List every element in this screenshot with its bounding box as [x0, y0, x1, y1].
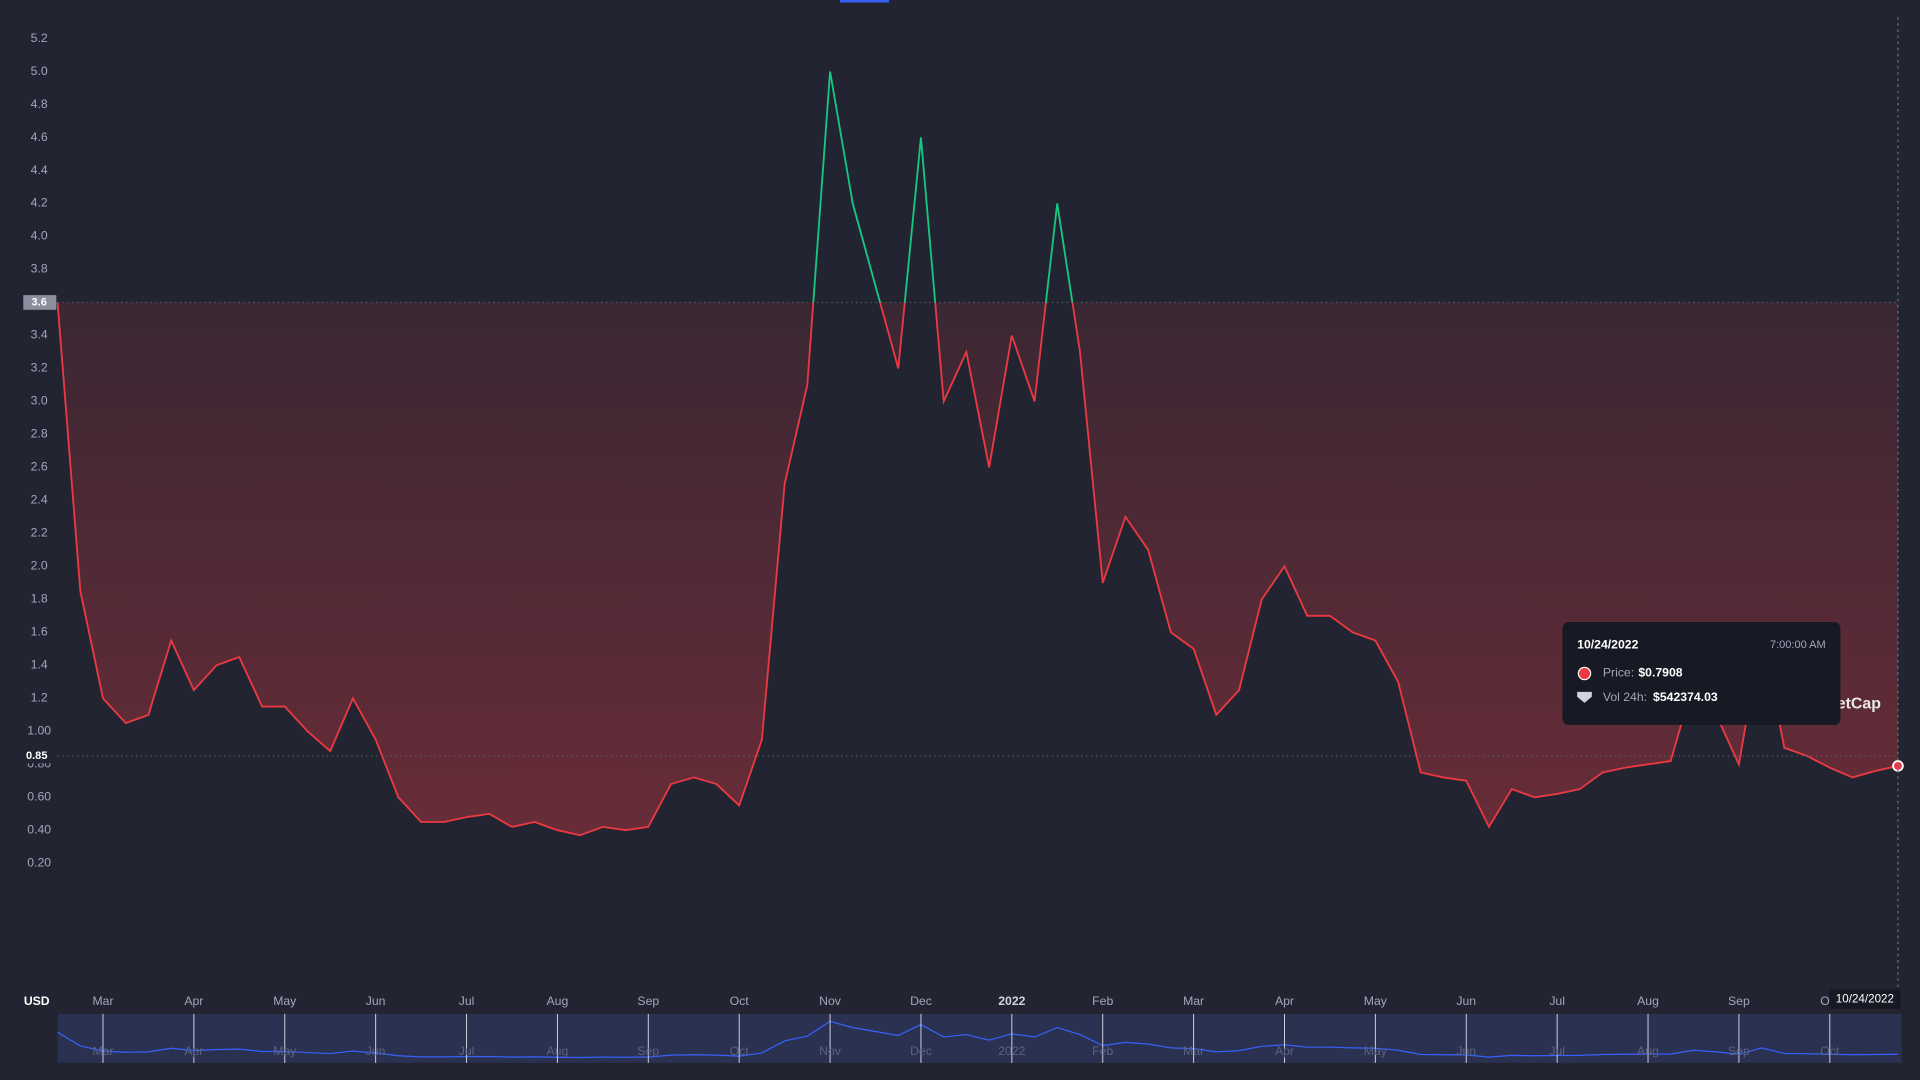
x-tick-label: Jun	[1456, 994, 1476, 1008]
tooltip: 10/24/2022 7:00:00 AM Price: $0.7908 Vol…	[1562, 622, 1841, 725]
navigator-label: May	[273, 1044, 297, 1058]
y-tick-label: 4.0	[31, 229, 48, 243]
crosshair-date: 10/24/2022	[1836, 992, 1894, 1005]
tooltip-time: 7:00:00 AM	[1770, 639, 1826, 651]
y-tick-label: 0.60	[27, 790, 51, 804]
x-tick-label: Aug	[1637, 994, 1659, 1008]
x-tick-label: Mar	[1183, 994, 1204, 1008]
navigator-label: Jul	[459, 1044, 475, 1058]
navigator-label: Aug	[1637, 1044, 1659, 1058]
navigator-label: Jun	[366, 1044, 386, 1058]
currency-label: USD	[24, 994, 50, 1008]
y-tick-label: 4.2	[31, 196, 48, 210]
tooltip-volume: $542374.03	[1653, 690, 1718, 704]
tooltip-date: 10/24/2022	[1577, 638, 1638, 652]
navigator-label: Apr	[184, 1044, 203, 1058]
navigator-label: May	[1364, 1044, 1388, 1058]
volume-icon	[1577, 691, 1592, 703]
y-tick-label: 2.6	[31, 460, 48, 474]
navigator-label: Nov	[819, 1044, 842, 1058]
x-tick-label: Apr	[184, 994, 203, 1008]
tooltip-volume-label: Vol 24h:	[1603, 690, 1647, 704]
area	[57, 302, 1898, 836]
y-tick-label: 2.2	[31, 526, 48, 540]
current-price-label: 0.85	[26, 750, 47, 762]
baseline-label: 3.6	[32, 296, 47, 308]
baseline-badge	[23, 295, 57, 310]
navigator-label: Sep	[637, 1044, 659, 1058]
tab-indicator	[840, 0, 889, 3]
x-tick-label: Apr	[1275, 994, 1294, 1008]
y-tick-label: 0.20	[27, 855, 51, 869]
navigator-label: Oct	[1820, 1044, 1840, 1058]
y-tick-label: 2.0	[31, 559, 48, 573]
navigator-label: Mar	[92, 1044, 113, 1058]
x-tick-label: Aug	[547, 994, 569, 1008]
navigator-label: Aug	[547, 1044, 569, 1058]
y-tick-label: 3.0	[31, 394, 48, 408]
navigator-label: Feb	[1092, 1044, 1113, 1058]
y-tick-label: 4.4	[31, 163, 48, 177]
y-tick-label: 1.8	[31, 592, 48, 606]
tooltip-price-label: Price:	[1603, 666, 1634, 680]
price-line-below	[56, 302, 1899, 837]
y-tick-label: 4.8	[31, 97, 48, 111]
navigator-label: Dec	[910, 1044, 932, 1058]
x-tick-label: Mar	[92, 994, 113, 1008]
navigator-label: Jul	[1549, 1044, 1565, 1058]
current-price-badge	[23, 748, 57, 764]
x-tick-label: Oct	[730, 994, 750, 1008]
x-tick-label: Dec	[910, 994, 932, 1008]
navigator-label: Jun	[1456, 1044, 1476, 1058]
x-tick-label: Jul	[459, 994, 475, 1008]
navigator-layer: Mar Apr May Jun Jul Aug Sep Oct Nov Dec 2022 Feb Mar…	[57, 1013, 1898, 1063]
x-tick-label: 2022	[998, 994, 1025, 1008]
x-tick-label: Feb	[1092, 994, 1113, 1008]
x-tick-label: May	[1364, 994, 1388, 1008]
y-tick-label: 3.2	[31, 361, 48, 375]
navigator-line	[57, 1020, 1898, 1059]
navigator-label: Apr	[1275, 1044, 1294, 1058]
y-tick-label: 2.4	[31, 493, 48, 507]
x-tick-label: Sep	[637, 994, 659, 1008]
y-tick-label: 1.2	[31, 691, 48, 705]
y-tick-label: 1.4	[31, 658, 48, 672]
y-tick-label: 3.8	[31, 262, 48, 276]
tooltip-price: $0.7908	[1638, 666, 1682, 680]
y-tick-label: 5.2	[31, 31, 48, 45]
y-tick-label: 0.40	[27, 822, 51, 836]
y-tick-label: 3.4	[31, 328, 48, 342]
navigator-label: Sep	[1728, 1044, 1750, 1058]
watermark: etCap	[1837, 695, 1881, 712]
x-tick-label: Jul	[1549, 994, 1565, 1008]
y-tick-label: 1.00	[27, 724, 51, 738]
plot-area: 0.200.400.600.801.001.21.41.61.82.02.22.…	[23, 31, 1904, 1008]
y-tick-label: 4.6	[31, 130, 48, 144]
y-tick-label: 1.6	[31, 625, 48, 639]
price-icon	[1577, 666, 1592, 681]
y-tick-label: 2.8	[31, 427, 48, 441]
navigator-label: Oct	[730, 1044, 750, 1058]
crosshair-date-box	[1829, 989, 1901, 1009]
y-tick-label: 5.0	[31, 64, 48, 78]
navigator-label: 2022	[998, 1044, 1025, 1058]
x-tick-label: May	[273, 994, 297, 1008]
x-tick-label: Sep	[1728, 994, 1750, 1008]
x-tick-label: Jun	[366, 994, 386, 1008]
navigator-label: Mar	[1183, 1044, 1204, 1058]
x-tick-label: Nov	[819, 994, 842, 1008]
tooltip-box	[1562, 622, 1841, 725]
